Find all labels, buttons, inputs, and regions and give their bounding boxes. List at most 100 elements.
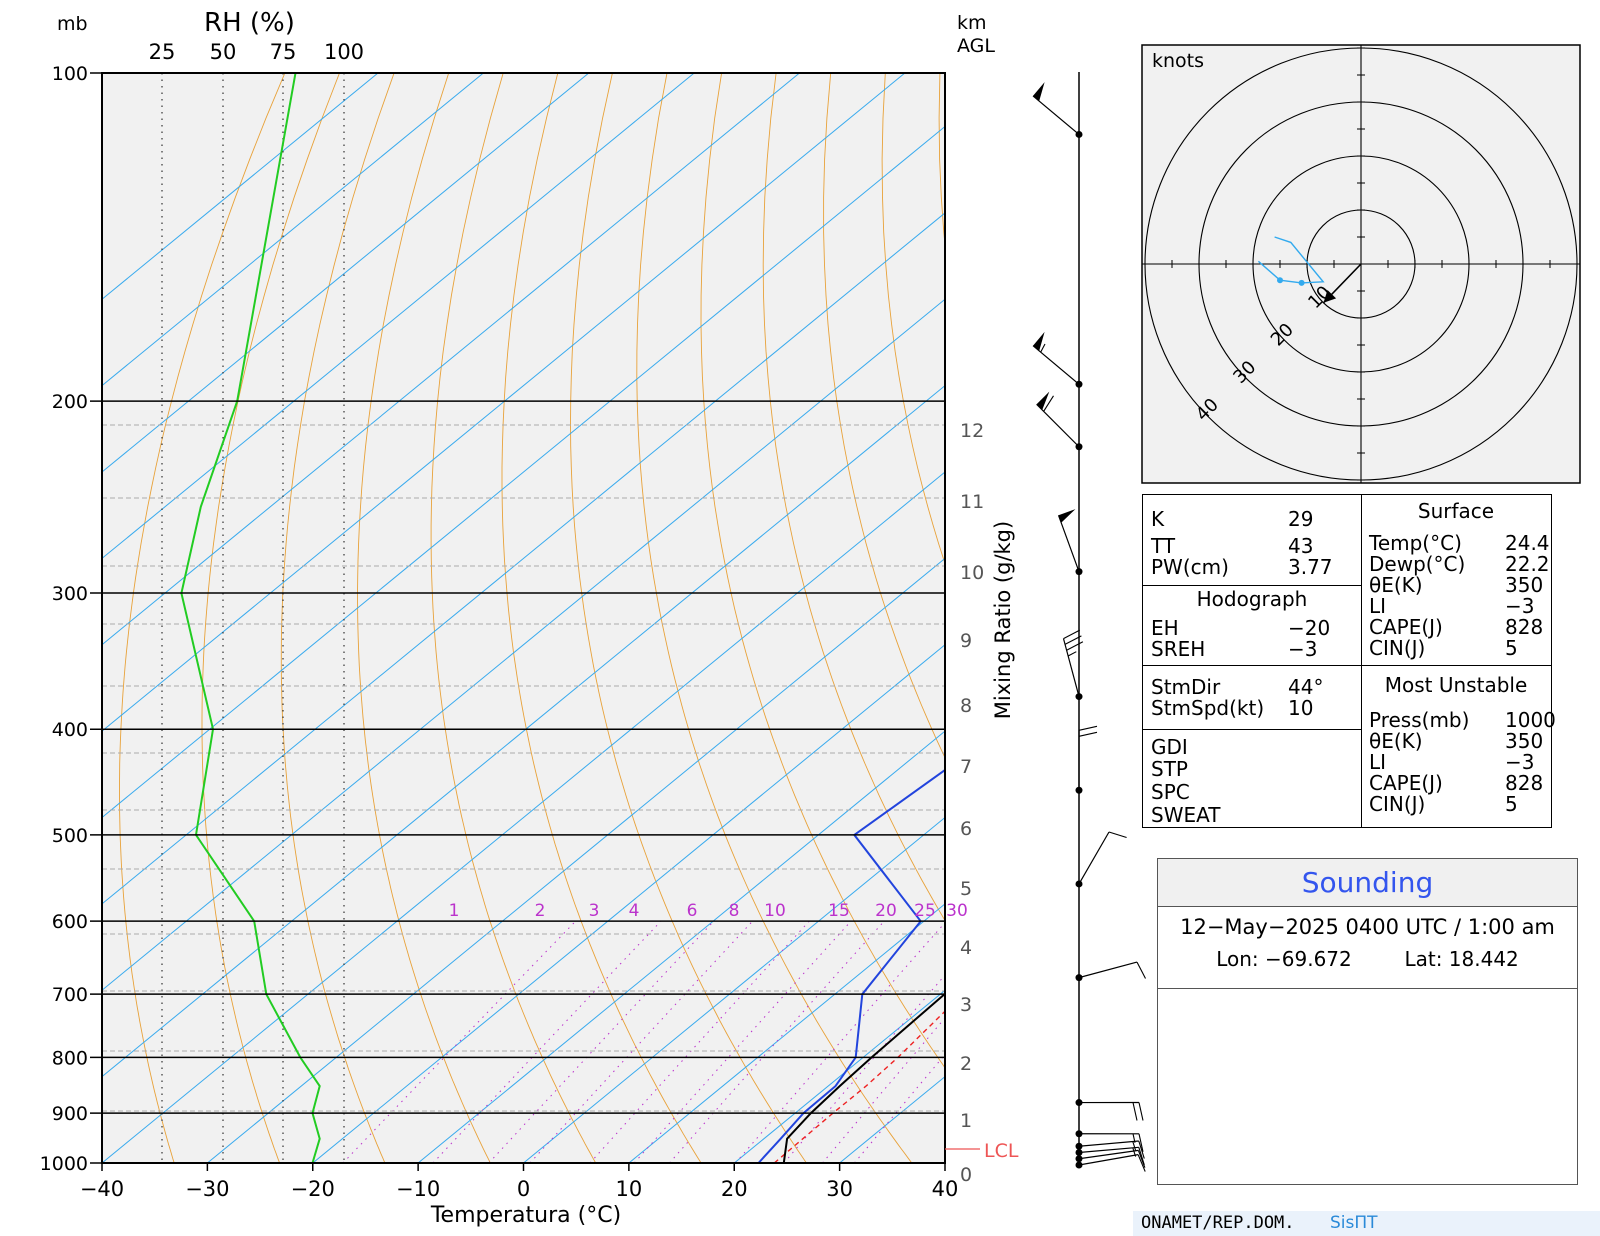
divider: [1143, 585, 1361, 586]
wind-barb-staff: [1078, 1149, 1139, 1160]
temperature-tick-label: 20: [721, 1177, 748, 1201]
surface-value-thetae: 350: [1505, 573, 1544, 597]
dry-adiabat: [280, 73, 395, 1163]
height-tick-label: 7: [960, 756, 972, 778]
divider: [1158, 988, 1577, 989]
footer-brand: SisПТ: [1330, 1213, 1378, 1233]
wind-barb-feather: [1138, 1140, 1145, 1159]
height-tick-label: 8: [960, 695, 972, 717]
surface-value-dewp: 22.2: [1505, 552, 1550, 576]
wind-barb-staff: [1078, 1154, 1139, 1166]
surface-value-li: −3: [1505, 594, 1535, 618]
pressure-tick-label: 200: [52, 391, 88, 413]
dry-adiabat: [636, 73, 913, 1163]
storm-motion-arrowhead: [1323, 290, 1337, 303]
wind-barb-feather: [1137, 1154, 1146, 1172]
divider: [1143, 665, 1361, 666]
mixing-ratio-line: [735, 921, 945, 1163]
mixing-ratio-tick-label: 4: [629, 901, 640, 921]
most-unstable-section-title: Most Unstable: [1384, 673, 1528, 697]
surface-label-cape: CAPE(J): [1369, 615, 1443, 639]
mixing-ratio-tick-label: 15: [828, 901, 850, 921]
mu-label-thetae: θE(K): [1369, 729, 1423, 753]
sounding-datetime: 12−May−2025 0400 UTC / 1:00 am: [1180, 915, 1555, 939]
mu-value-cape: 828: [1505, 771, 1544, 795]
indices-right-column: Surface Temp(°C) 24.4 Dewp(°C) 22.2 θE(K…: [1361, 495, 1556, 827]
index-label-stmdir: StmDir: [1151, 675, 1221, 699]
dry-adiabat: [1595, 73, 1600, 1163]
wind-barb-pennant: [1036, 391, 1050, 410]
footer-bar: ONAMET/REP.DOM. SisПТ: [1133, 1211, 1600, 1236]
hodograph-trace: [1257, 236, 1325, 284]
wind-barb-feather: [1138, 1102, 1144, 1121]
wind-barb-staff: [1032, 345, 1080, 385]
indices-table: K 29 TT 43 PW(cm) 3.77 Hodograph EH −20 …: [1142, 494, 1556, 828]
surface-section-title: Surface: [1417, 499, 1495, 523]
index-value-k: 29: [1288, 507, 1314, 531]
mb-label: mb: [57, 13, 88, 35]
wind-barb-staff: [1078, 1140, 1139, 1147]
dry-adiabat: [700, 73, 945, 1069]
rh-tick-label: 100: [324, 40, 364, 64]
pressure-tick-label: 1000: [40, 1153, 88, 1175]
mixing-ratio-tick-label: 2: [535, 901, 546, 921]
hodograph-point: [1298, 279, 1305, 286]
mixing-ratio-tick-label: 1: [449, 901, 460, 921]
pressure-tick-label: 100: [52, 63, 88, 85]
isotherm: [102, 73, 906, 732]
height-tick-label: 9: [960, 630, 972, 652]
dry-adiabat: [357, 73, 491, 1163]
mixing-ratio-tick-label: 3: [589, 901, 600, 921]
mu-value-li: −3: [1505, 750, 1535, 774]
wind-barb-staff: [1057, 515, 1080, 572]
wind-barb-half-feather: [1132, 1147, 1137, 1157]
hodograph-units-label: knots: [1152, 50, 1204, 72]
wind-barb-feather: [1108, 831, 1127, 839]
sounding-info-box: Sounding 12−May−2025 0400 UTC / 1:00 am …: [1157, 858, 1578, 1185]
index-label-sreh: SREH: [1151, 637, 1206, 661]
dry-adiabat: [201, 73, 340, 1163]
isotherm: [102, 73, 800, 646]
mu-value-cin: 5: [1505, 792, 1518, 816]
isotherm: [312, 644, 945, 1163]
temperature-tick-label: 0: [517, 1177, 530, 1201]
surface-value-cin: 5: [1505, 636, 1518, 660]
indices-left-column: K 29 TT 43 PW(cm) 3.77 Hodograph EH −20 …: [1143, 495, 1362, 827]
index-value-tt: 43: [1288, 534, 1314, 558]
index-label-stp: STP: [1151, 757, 1188, 781]
height-tick-label: 3: [960, 994, 972, 1016]
wind-barb-feather: [1136, 961, 1146, 979]
isotherm: [523, 816, 945, 1163]
height-tick-label: 5: [960, 878, 972, 900]
dry-adiabat: [119, 73, 286, 1163]
wind-barb-feather: [1066, 641, 1084, 651]
longitude: Lon: −69.672: [1216, 947, 1352, 971]
mu-value-press: 1000: [1505, 708, 1556, 732]
wind-barb-feather: [1063, 629, 1081, 640]
temperature-axis-title: Temperatura (°C): [430, 1203, 621, 1228]
wind-barb-staff: [1078, 961, 1138, 979]
height-tick-label: 2: [960, 1053, 972, 1075]
skewt-background-lines: [102, 73, 1600, 1163]
temperature-tick-label: −10: [396, 1177, 440, 1201]
mixing-ratio-tick-label: 6: [687, 901, 698, 921]
divider: [1361, 665, 1551, 666]
surface-label-thetae: θE(K): [1369, 573, 1423, 597]
index-label-pw: PW(cm): [1151, 555, 1229, 579]
isotherm: [207, 557, 945, 1163]
height-tick-label: 0: [960, 1164, 972, 1186]
pressure-tick-label: 300: [52, 583, 88, 605]
index-value-stmdir: 44°: [1288, 675, 1324, 699]
mixing-ratio-tick-label: 10: [764, 901, 786, 921]
temperature-tick-label: 40: [932, 1177, 959, 1201]
wind-barb-feather: [1132, 1102, 1138, 1121]
dry-adiabat: [501, 73, 702, 1163]
parcel-curve: [773, 1010, 945, 1163]
index-label-eh: EH: [1151, 616, 1179, 640]
isotherm: [102, 73, 379, 300]
sounding-title: Sounding: [1158, 859, 1577, 907]
wind-barb-staff: [1036, 403, 1080, 448]
mu-label-press: Press(mb): [1369, 708, 1470, 732]
height-tick-label: 12: [960, 420, 984, 442]
